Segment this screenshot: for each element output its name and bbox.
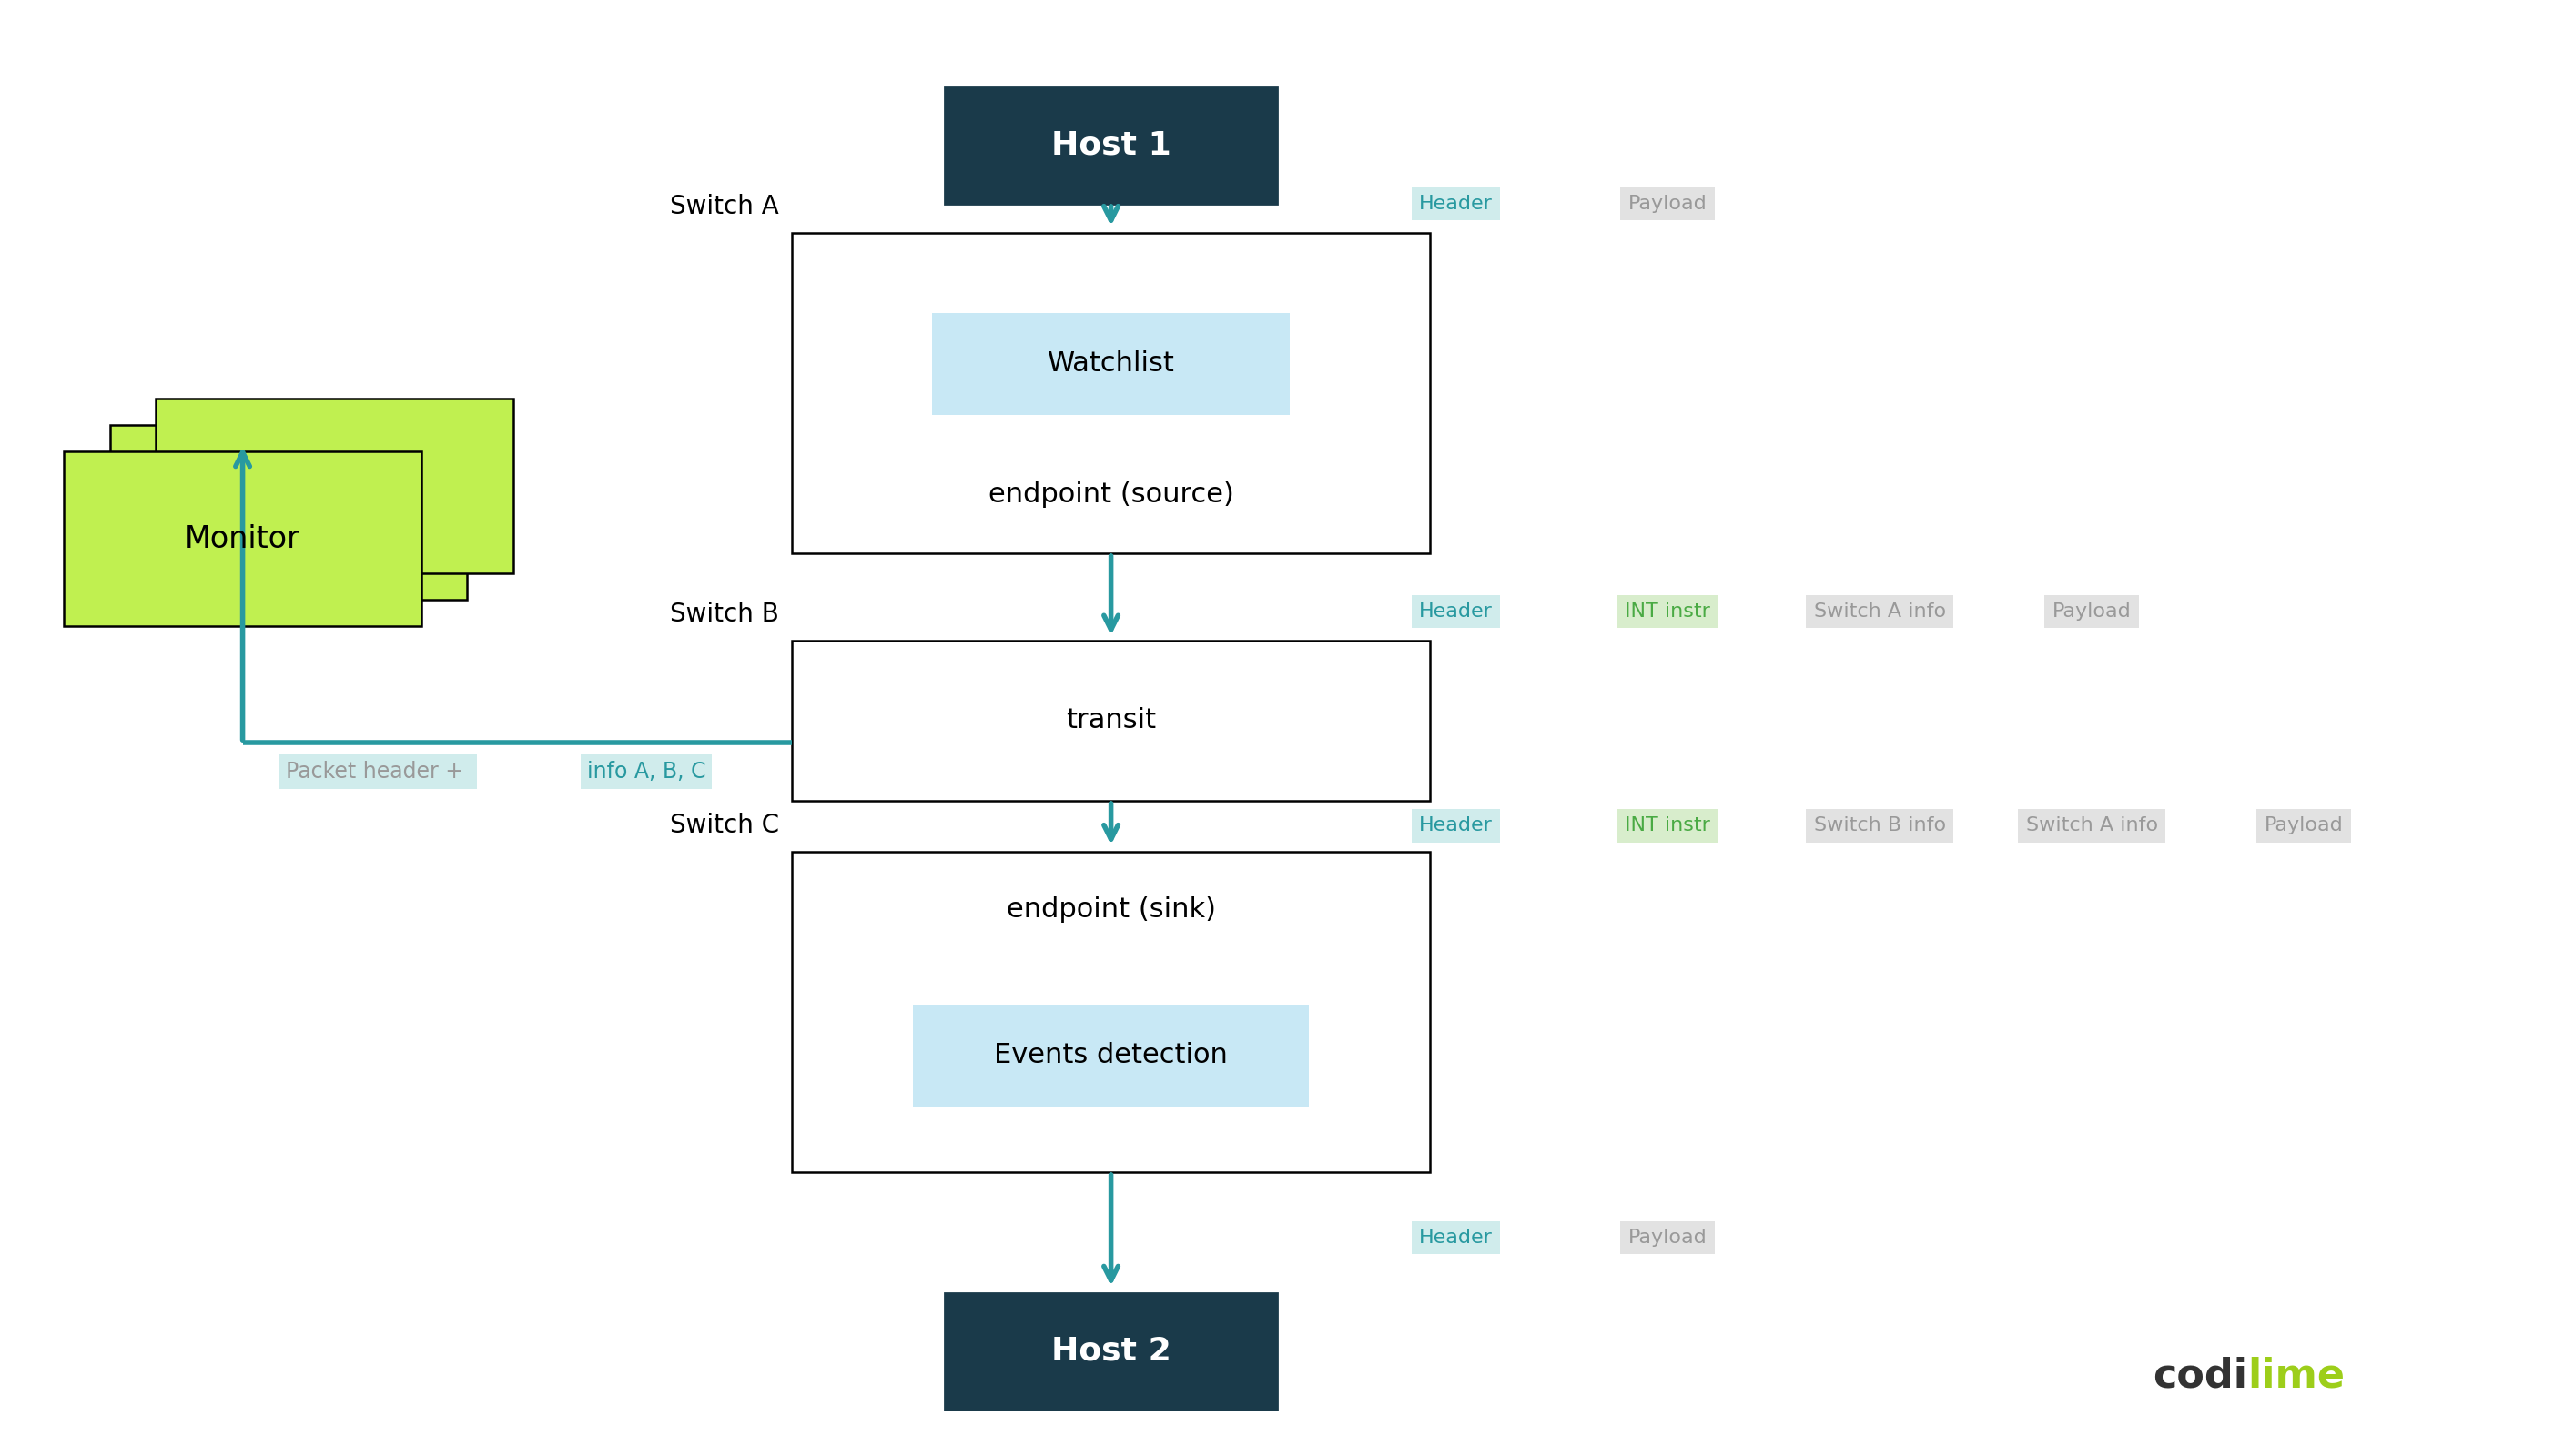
Bar: [932, 313, 1290, 415]
Bar: [64, 451, 421, 626]
Text: endpoint (source): endpoint (source): [988, 482, 1234, 508]
Bar: [110, 425, 467, 600]
Text: Header: Header: [1420, 603, 1492, 620]
Text: Header: Header: [1420, 1229, 1492, 1246]
Bar: [792, 233, 1430, 553]
Text: Monitor: Monitor: [184, 524, 301, 553]
Bar: [156, 399, 513, 574]
Text: Switch B: Switch B: [669, 601, 779, 628]
Text: Switch B info: Switch B info: [1813, 817, 1946, 834]
Text: Header: Header: [1420, 195, 1492, 213]
Text: codi: codi: [2153, 1357, 2248, 1395]
Bar: [792, 641, 1430, 801]
Text: info A, B, C: info A, B, C: [587, 760, 705, 783]
Text: Packet header +: Packet header +: [286, 760, 470, 783]
Text: Header: Header: [1420, 817, 1492, 834]
Text: Switch A: Switch A: [669, 194, 779, 220]
Text: Payload: Payload: [1629, 1229, 1706, 1246]
Text: Switch C: Switch C: [669, 812, 779, 839]
Bar: [914, 1005, 1308, 1107]
Text: INT instr: INT instr: [1624, 817, 1711, 834]
Text: Payload: Payload: [2053, 603, 2130, 620]
Text: Host 2: Host 2: [1052, 1335, 1170, 1367]
Text: Watchlist: Watchlist: [1047, 351, 1175, 377]
Text: Payload: Payload: [2265, 817, 2342, 834]
Text: Payload: Payload: [1629, 195, 1706, 213]
Text: Host 1: Host 1: [1052, 130, 1170, 162]
Text: transit: transit: [1065, 708, 1157, 734]
Text: INT instr: INT instr: [1624, 603, 1711, 620]
Text: Switch A info: Switch A info: [1813, 603, 1946, 620]
Text: lime: lime: [2248, 1357, 2345, 1395]
Bar: [792, 852, 1430, 1172]
Bar: [945, 87, 1277, 204]
Text: Events detection: Events detection: [994, 1042, 1228, 1069]
Text: endpoint (sink): endpoint (sink): [1006, 897, 1216, 923]
Text: Switch A info: Switch A info: [2025, 817, 2158, 834]
Bar: [945, 1293, 1277, 1409]
